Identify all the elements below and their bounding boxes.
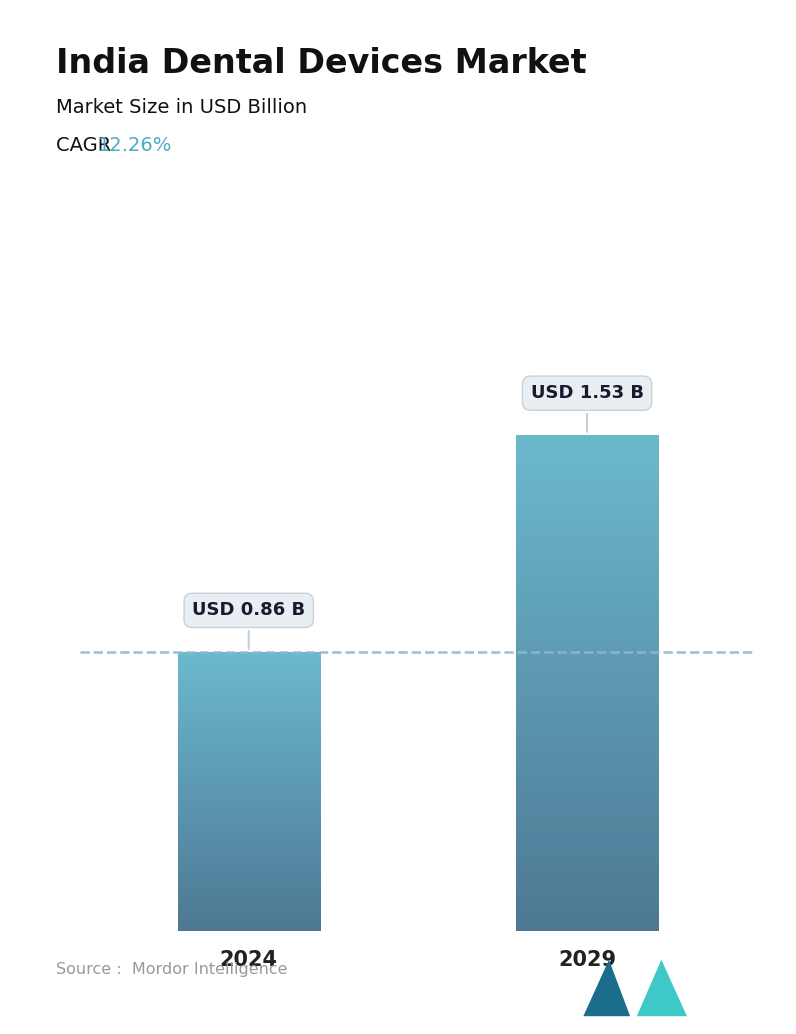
Text: Market Size in USD Billion: Market Size in USD Billion	[56, 98, 306, 117]
Text: 12.26%: 12.26%	[98, 136, 172, 155]
Text: USD 0.86 B: USD 0.86 B	[192, 602, 306, 649]
Text: India Dental Devices Market: India Dental Devices Market	[56, 47, 587, 80]
Text: Source :  Mordor Intelligence: Source : Mordor Intelligence	[56, 962, 287, 977]
Text: CAGR: CAGR	[56, 136, 123, 155]
Polygon shape	[637, 960, 687, 1016]
Text: USD 1.53 B: USD 1.53 B	[531, 385, 643, 432]
Polygon shape	[583, 960, 630, 1016]
